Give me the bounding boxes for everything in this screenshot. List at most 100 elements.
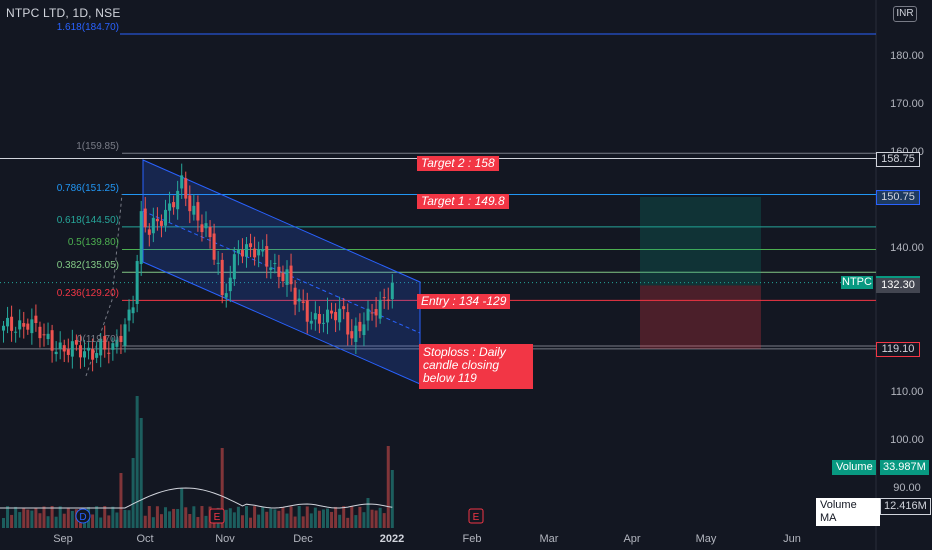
stoploss-annotation[interactable]: Stoploss : Daily candle closing below 11… bbox=[419, 344, 533, 389]
candle-body bbox=[204, 223, 208, 229]
candle-body bbox=[172, 202, 176, 208]
time-tick-label: Feb bbox=[462, 533, 482, 545]
volume-bar bbox=[228, 508, 232, 528]
candle-body bbox=[269, 267, 273, 270]
volume-bar bbox=[58, 506, 62, 528]
price-tick-label: 100.00 bbox=[890, 433, 924, 446]
volume-bar bbox=[18, 512, 22, 528]
symbol-title: NTPC LTD, 1D, NSE bbox=[6, 6, 121, 20]
candle-body bbox=[103, 336, 107, 350]
candle-body bbox=[192, 205, 196, 215]
volume-bar bbox=[265, 511, 269, 528]
time-tick-label: Nov bbox=[215, 533, 235, 545]
candle-body bbox=[66, 349, 70, 355]
volume-bar bbox=[22, 508, 26, 528]
candle-body bbox=[131, 307, 135, 314]
price-tick-label: 170.00 bbox=[890, 97, 924, 110]
volume-bar bbox=[151, 517, 155, 528]
candle-body bbox=[281, 273, 285, 282]
earnings-marker[interactable] bbox=[209, 508, 225, 524]
volume-bar bbox=[289, 506, 293, 528]
volume-bar bbox=[285, 513, 289, 528]
candle-body bbox=[378, 299, 382, 319]
candle-body bbox=[184, 178, 188, 199]
volume-bar bbox=[192, 506, 196, 528]
candle-body bbox=[180, 175, 184, 189]
volume-bar bbox=[249, 517, 253, 528]
candle-body bbox=[236, 249, 240, 254]
volume-bar bbox=[6, 506, 10, 528]
time-tick-label: Sep bbox=[53, 533, 73, 545]
earnings-marker-future[interactable] bbox=[468, 508, 484, 524]
volume-bar bbox=[358, 506, 362, 528]
price-label-150.75: 150.75 bbox=[876, 189, 920, 205]
price-label-119.10: 119.10 bbox=[876, 341, 920, 357]
candle-body bbox=[87, 347, 91, 351]
candle-body bbox=[58, 342, 62, 349]
candle-body bbox=[18, 320, 22, 330]
volume-bar bbox=[366, 498, 370, 528]
candle-body bbox=[111, 343, 115, 350]
volume-bar bbox=[261, 507, 265, 528]
candle-body bbox=[119, 335, 123, 343]
candle-body bbox=[14, 331, 18, 333]
fib-label-5: 0.382(135.05) bbox=[56, 260, 119, 272]
candle-body bbox=[273, 263, 277, 265]
candle-body bbox=[297, 298, 301, 302]
volume-bar bbox=[54, 516, 58, 528]
candle-body bbox=[370, 312, 374, 314]
time-tick-label: May bbox=[695, 533, 717, 545]
candle-body bbox=[95, 353, 99, 358]
volume-bar bbox=[46, 516, 50, 528]
volume-bar bbox=[273, 509, 277, 528]
currency-button[interactable]: INR bbox=[893, 6, 917, 22]
volume-bar bbox=[14, 506, 18, 528]
candle-body bbox=[2, 325, 5, 331]
volume-bar bbox=[374, 510, 378, 528]
candle-body bbox=[22, 323, 26, 327]
volume-bar bbox=[143, 515, 147, 528]
candle-body bbox=[245, 244, 248, 257]
volume-ma-label: Volume MA bbox=[816, 498, 880, 526]
candle-body bbox=[70, 341, 74, 357]
symbol-price-tag: NTPC bbox=[841, 275, 873, 289]
price-label-132.30: 132.30 bbox=[876, 278, 920, 294]
volume-bar bbox=[370, 509, 374, 528]
candle-body bbox=[374, 309, 378, 316]
candle-body bbox=[240, 250, 244, 257]
volume-bar bbox=[10, 514, 14, 528]
volume-bar bbox=[342, 506, 346, 528]
candle-body bbox=[99, 338, 103, 356]
volume-bar bbox=[180, 488, 184, 528]
price-label-158.75: 158.75 bbox=[876, 151, 920, 167]
volume-bar bbox=[155, 506, 159, 528]
candle-body bbox=[228, 277, 232, 292]
candle-body bbox=[354, 325, 358, 342]
volume-legend-label: Volume bbox=[832, 460, 876, 475]
candle-body bbox=[34, 315, 38, 324]
entry-annotation[interactable]: Entry : 134 -129 bbox=[417, 294, 511, 309]
time-tick-label: Dec bbox=[293, 533, 313, 545]
volume-bar bbox=[123, 509, 127, 528]
volume-bar bbox=[253, 506, 257, 528]
target-2-annotation[interactable]: Target 2 : 158 bbox=[417, 156, 499, 171]
volume-bar bbox=[240, 515, 244, 528]
candle-body bbox=[386, 299, 390, 301]
candle-body bbox=[390, 282, 394, 300]
candle-body bbox=[139, 211, 143, 265]
candle-body bbox=[147, 229, 151, 235]
volume-bar bbox=[188, 514, 192, 528]
candle-body bbox=[338, 308, 342, 323]
volume-bar bbox=[362, 512, 366, 528]
volume-bar bbox=[317, 510, 321, 528]
volume-bar bbox=[326, 508, 329, 528]
volume-bar bbox=[269, 508, 273, 528]
volume-bar bbox=[139, 418, 143, 528]
volume-bar bbox=[390, 470, 394, 528]
target-1-annotation[interactable]: Target 1 : 149.8 bbox=[417, 194, 509, 209]
volume-ma-line bbox=[0, 487, 393, 509]
volume-bar bbox=[200, 506, 204, 528]
fib-label-1: 1(159.85) bbox=[76, 141, 119, 153]
dividend-marker[interactable] bbox=[75, 508, 91, 524]
